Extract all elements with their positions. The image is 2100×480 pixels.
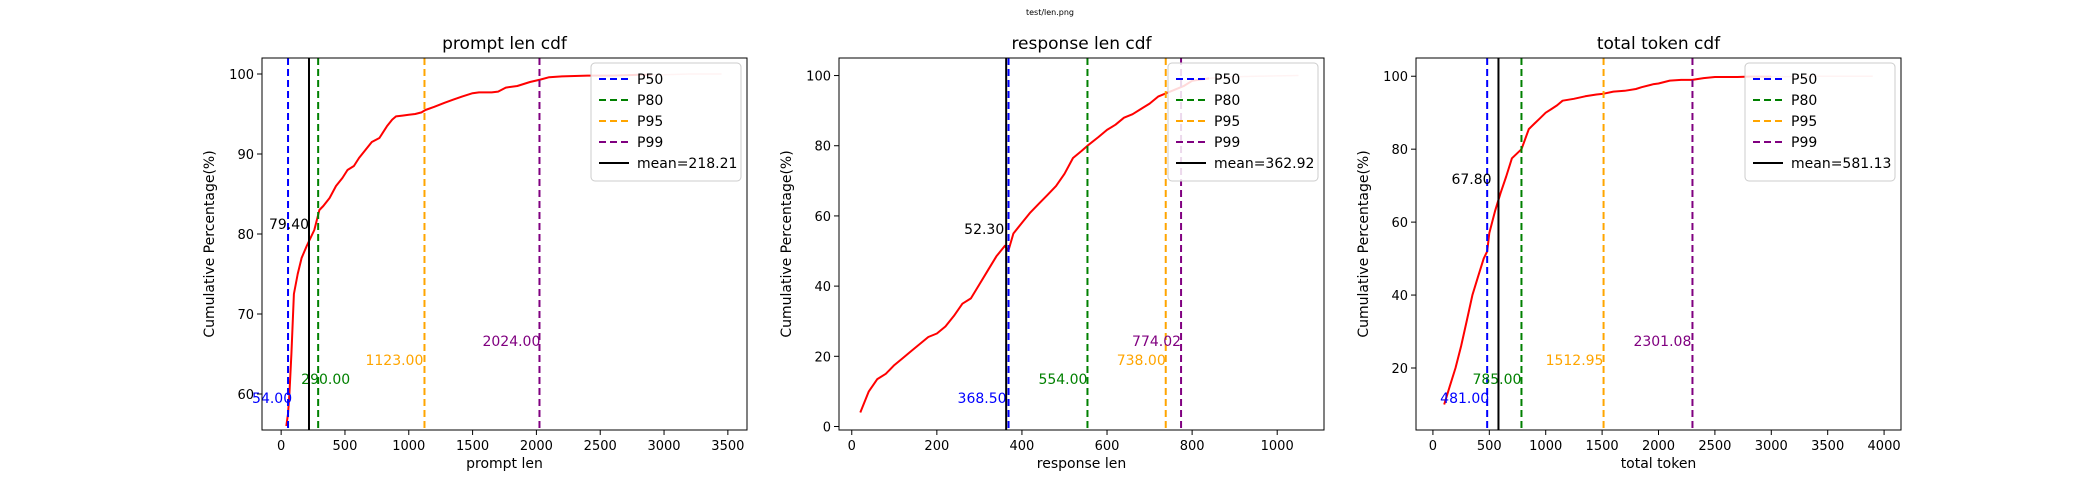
marker-label-mean: 52.30 (964, 222, 1004, 238)
legend: P50 P80 P95 P99 mean=218.21 (590, 62, 742, 182)
cdf-line (285, 73, 652, 427)
y-tick-label: 40 (1391, 289, 1408, 304)
marker-label-p95: 1123.00 (365, 353, 423, 369)
x-tick-label: 2000 (520, 439, 553, 454)
marker-label-mean: 67.80 (1451, 172, 1491, 188)
legend: P50 P80 P95 P99 mean=581.13 (1744, 62, 1896, 182)
legend-label-p95: P95 (1791, 114, 1817, 130)
x-axis-label: total token (1621, 456, 1697, 472)
x-tick-label: 4000 (1868, 439, 1901, 454)
figure-title: test/len.png (1025, 8, 1075, 17)
x-tick-label: 1000 (392, 439, 425, 454)
marker-label-p95: 1512.95 (1546, 353, 1604, 369)
legend-label-mean: mean=581.13 (1791, 156, 1891, 172)
x-tick-label: 400 (1010, 439, 1035, 454)
legend-label-p80: P80 (637, 93, 663, 109)
chart-panel-1: prompt len cdf 0 500 1000 1500 2000 2500 3000 35… (202, 34, 748, 472)
y-tick-label: 20 (814, 350, 831, 365)
marker-label-p95: 738.00 (1117, 353, 1166, 369)
x-tick-label: 1000 (1529, 439, 1562, 454)
x-tick-label: 2500 (1698, 439, 1731, 454)
y-tick-label: 0 (823, 420, 831, 435)
y-tick-label: 60 (1391, 216, 1408, 231)
x-tick-label: 500 (333, 439, 358, 454)
x-tick-label: 200 (924, 439, 949, 454)
x-tick-label: 3000 (1755, 439, 1788, 454)
x-tick-label: 3500 (711, 439, 744, 454)
cdf-line (1443, 75, 1772, 405)
legend-label-p99: P99 (1791, 135, 1817, 151)
y-axis-label: Cumulative Percentage(%) (202, 150, 218, 337)
x-tick-label: 0 (277, 439, 285, 454)
legend: P50 P80 P95 P99 mean=362.92 (1167, 62, 1319, 182)
y-axis-label: Cumulative Percentage(%) (779, 150, 795, 337)
legend-label-p50: P50 (1214, 72, 1240, 88)
plot-frame (838, 57, 1325, 431)
y-tick-label: 70 (237, 308, 254, 323)
marker-label-p80: 785.00 (1472, 372, 1521, 388)
y-tick-label: 60 (814, 210, 831, 225)
x-tick-label: 1000 (1261, 439, 1294, 454)
y-tick-label: 100 (229, 68, 254, 83)
legend-label-mean: mean=362.92 (1214, 156, 1314, 172)
x-tick-label: 600 (1095, 439, 1120, 454)
x-tick-label: 500 (1477, 439, 1502, 454)
marker-label-p50: 368.50 (958, 391, 1007, 407)
plot-frame (261, 57, 748, 431)
legend-label-p95: P95 (637, 114, 663, 130)
marker-label-p50: 481.00 (1440, 391, 1489, 407)
marker-label-p99: 2024.00 (482, 334, 540, 350)
x-tick-label: 0 (848, 439, 856, 454)
x-tick-label: 0 (1429, 439, 1437, 454)
marker-label-mean: 79.40 (269, 217, 309, 233)
y-axis-label: Cumulative Percentage(%) (1356, 150, 1372, 337)
y-tick-label: 100 (806, 70, 831, 85)
y-tick-label: 40 (814, 280, 831, 295)
legend-label-p99: P99 (637, 135, 663, 151)
x-tick-label: 1500 (456, 439, 489, 454)
y-tick-label: 100 (1383, 70, 1408, 85)
chart-title: total token cdf (1597, 34, 1721, 54)
legend-label-p95: P95 (1214, 114, 1240, 130)
x-tick-label: 2000 (1642, 439, 1675, 454)
y-tick-label: 90 (237, 148, 254, 163)
x-tick-label: 3500 (1811, 439, 1844, 454)
chart-panel-2: response len cdf 0 200 400 600 800 1000 0 20 40 60… (779, 34, 1325, 472)
chart-title: response len cdf (1011, 34, 1152, 54)
marker-label-p50: 54.00 (252, 391, 292, 407)
marker-label-p80: 554.00 (1038, 372, 1087, 388)
legend-label-p80: P80 (1791, 93, 1817, 109)
x-tick-label: 3000 (647, 439, 680, 454)
y-tick-label: 80 (814, 140, 831, 155)
marker-label-p80: 290.00 (301, 372, 350, 388)
legend-label-mean: mean=218.21 (637, 156, 737, 172)
x-axis-label: response len (1037, 456, 1126, 472)
cdf-line (859, 77, 1210, 413)
legend-box (1744, 62, 1896, 182)
chart-title: prompt len cdf (442, 34, 568, 54)
y-tick-label: 80 (1391, 143, 1408, 158)
chart-panel-3: total token cdf 0 500 1000 1500 2000 2500 3000 3… (1356, 34, 1902, 472)
legend-label-p80: P80 (1214, 93, 1240, 109)
x-axis-label: prompt len (466, 456, 543, 472)
legend-label-p99: P99 (1214, 135, 1240, 151)
marker-label-p99: 2301.08 (1633, 334, 1691, 350)
legend-box (590, 62, 742, 182)
y-tick-label: 20 (1391, 362, 1408, 377)
legend-box (1167, 62, 1319, 182)
x-tick-label: 800 (1180, 439, 1205, 454)
x-tick-label: 1500 (1586, 439, 1619, 454)
plot-frame (1415, 57, 1902, 431)
y-tick-label: 60 (237, 388, 254, 403)
legend-label-p50: P50 (1791, 72, 1817, 88)
x-tick-label: 2500 (584, 439, 617, 454)
marker-label-p99: 774.02 (1132, 334, 1181, 350)
legend-label-p50: P50 (637, 72, 663, 88)
y-tick-label: 80 (237, 228, 254, 243)
